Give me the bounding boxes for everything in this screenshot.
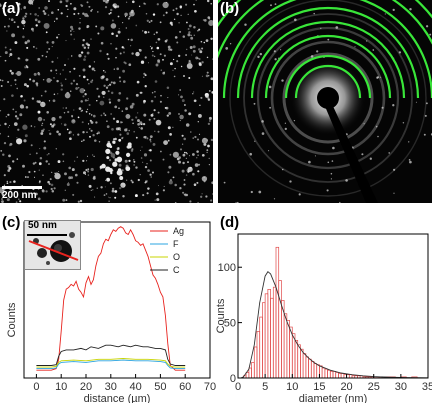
- histogram-bar: [332, 371, 337, 379]
- tem-particle-image: [0, 0, 213, 203]
- legend-label: O: [173, 252, 180, 262]
- histogram-bar: [302, 353, 307, 379]
- y-axis-label: Counts: [216, 298, 227, 333]
- x-tick-label: 10: [55, 381, 67, 393]
- particle-field: [0, 0, 213, 203]
- histogram-bar: [262, 302, 266, 379]
- series-line-o: [36, 358, 186, 368]
- y-axis-label: Counts: [6, 302, 18, 337]
- histogram-bar: [300, 348, 304, 379]
- series-line-ag: [36, 226, 186, 371]
- y-tick-label: 0: [230, 373, 236, 385]
- histogram-bar: [340, 373, 345, 379]
- x-tick-label: 50: [154, 381, 166, 393]
- panel-label-b: (b): [220, 0, 240, 17]
- x-tick-label: 0: [33, 381, 39, 393]
- x-tick-label: 10: [286, 381, 298, 393]
- indexed-ring-arc: [294, 64, 362, 99]
- histogram-bar: [283, 313, 288, 379]
- diffraction-ring: [282, 52, 374, 144]
- indexed-ring-arc: [264, 34, 392, 99]
- histogram-bar: [313, 363, 318, 379]
- size-histogram-panel: 0 5 10 15 20 25 30 35 0 50 100 diameter (nm) Counts …: [216, 212, 432, 403]
- x-tick-label: 60: [179, 381, 191, 393]
- legend-label: F: [173, 239, 179, 249]
- x-tick-label: 35: [422, 381, 432, 393]
- histogram-bar: [270, 297, 274, 379]
- panel-label-d: (d): [220, 214, 240, 231]
- series-line-c: [36, 344, 186, 366]
- histogram-bar: [245, 372, 250, 379]
- histogram-bar: [305, 356, 309, 379]
- indexed-ring-arc: [284, 54, 372, 99]
- histogram-bar: [267, 289, 271, 379]
- histogram-bar: [275, 246, 280, 379]
- beam-stop: [317, 87, 339, 109]
- histogram-bar: [329, 371, 334, 379]
- size-histogram-chart: 0 5 10 15 20 25 30 35 0 50 100 diameter (nm) Counts: [216, 233, 432, 403]
- x-tick-label: 40: [129, 381, 141, 393]
- diffraction-pattern-image: [218, 0, 432, 203]
- legend-label: Ag: [173, 226, 184, 236]
- plot-frame: [23, 221, 211, 379]
- histogram-bar: [297, 344, 301, 379]
- line-profile-chart: 0 10 20 30 40 50 60 70 distance (µm) Counts Ag FOC: [6, 221, 216, 403]
- x-tick-label: 5: [262, 381, 268, 393]
- diffraction-ring: [270, 40, 386, 156]
- histogram-bar: [259, 316, 263, 379]
- histogram-bar: [327, 369, 331, 379]
- histogram-bar: [321, 367, 326, 379]
- histogram-bar: [253, 346, 258, 379]
- indexed-ring-arc: [222, 0, 432, 99]
- x-tick-label: 20: [80, 381, 92, 393]
- indexed-ring-arc: [250, 20, 406, 99]
- scale-bar-label: 200 nm: [2, 190, 37, 201]
- x-tick-label: 0: [235, 381, 241, 393]
- histogram-bar: [264, 293, 269, 379]
- x-axis-label: distance (µm): [84, 393, 151, 403]
- x-tick-label: 20: [340, 381, 352, 393]
- x-axis-label: diameter (nm): [299, 393, 367, 403]
- histogram-bar: [294, 339, 299, 379]
- histogram-bar: [308, 358, 312, 379]
- x-tick-label: 30: [105, 381, 117, 393]
- beam-stop-holder: [324, 104, 378, 203]
- diffraction-ring: [256, 26, 400, 170]
- histogram-bar: [248, 367, 252, 379]
- inset-tem-image: [25, 221, 80, 269]
- x-tick-label: 25: [368, 381, 380, 393]
- diffraction-pattern-panel: (b): [218, 0, 432, 203]
- diffraction-ring: [243, 13, 413, 183]
- histogram-bar: [278, 280, 282, 379]
- x-tick-label: 30: [395, 381, 407, 393]
- histogram-bar: [324, 368, 328, 379]
- histogram-bar: [338, 373, 342, 379]
- fit-curve: [240, 271, 429, 379]
- histogram-bar: [256, 331, 261, 379]
- panel-label-a: (a): [2, 0, 21, 17]
- legend-label: C: [173, 265, 180, 275]
- inset-scale-bar-label: 50 nm: [28, 220, 57, 231]
- histogram-bar: [291, 333, 296, 379]
- histogram-bar: [310, 361, 315, 379]
- x-tick-label: 70: [204, 381, 216, 393]
- y-tick-label: 100: [218, 262, 236, 274]
- histogram-bar: [251, 362, 255, 379]
- panel-label-c: (c): [2, 214, 21, 231]
- histogram-bar: [335, 372, 339, 379]
- histogram-bar: [286, 320, 290, 379]
- tem-image-panel: (a) 200 nm: [0, 0, 213, 203]
- diffraction-ring: [229, 0, 427, 197]
- inset-particle-image: 50 nm: [24, 220, 81, 270]
- y-tick-label: 50: [224, 318, 236, 330]
- indexed-ring-arc: [236, 6, 420, 99]
- line-profile-chart-panel: 0 10 20 30 40 50 60 70 distance (µm) Counts Ag F O C …: [0, 212, 216, 403]
- histogram-bar: [272, 286, 277, 379]
- scale-bar: [2, 186, 42, 189]
- indexed-ring-arc: [218, 0, 432, 59]
- x-tick-label: 15: [313, 381, 325, 393]
- series-line-f: [36, 359, 186, 370]
- plot-frame: [237, 233, 429, 379]
